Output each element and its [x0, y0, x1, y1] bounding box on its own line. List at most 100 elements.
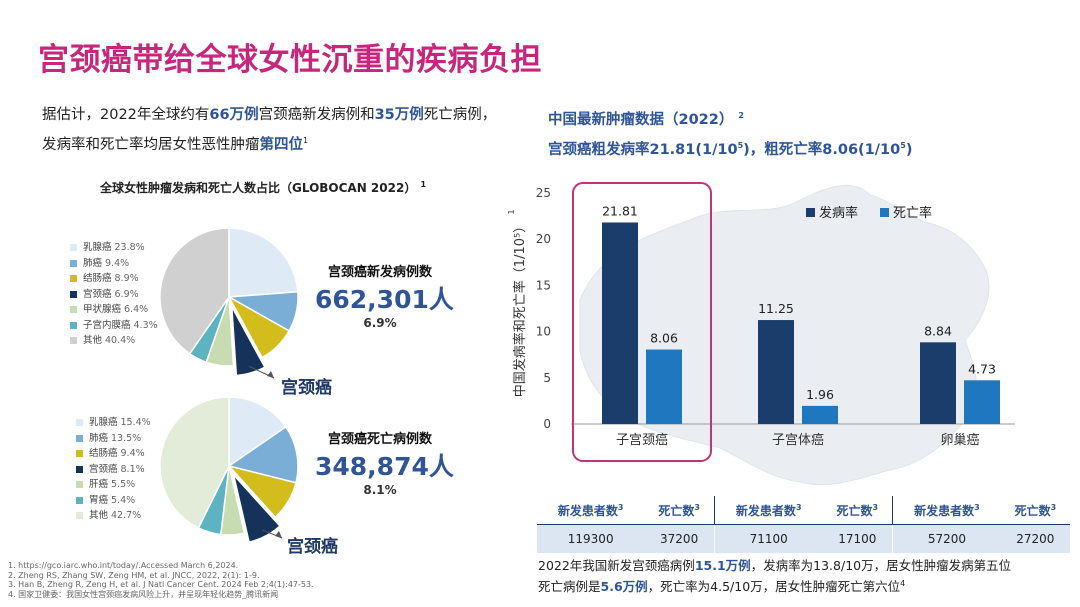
bar-value-label: 8.06	[650, 331, 678, 346]
legend-swatch	[70, 290, 77, 298]
legend-entry: 其他 40.4%	[70, 333, 158, 349]
mortality-callout: 宫颈癌死亡病例数 348,874人 8.1%	[315, 428, 454, 497]
legend-entry: 宫颈癌 6.9%	[70, 287, 158, 303]
y-axis-label: 中国发病率和死亡率（1/10⁵）	[512, 220, 528, 397]
legend-name: 肝癌	[89, 479, 109, 490]
bar	[920, 342, 956, 424]
reference-item: 4. 国家卫健委：我国女性宫颈癌发病风险上升，并呈现年轻化趋势_腾讯新闻	[8, 589, 279, 599]
pie-slice	[226, 464, 297, 519]
legend-swatch	[76, 465, 83, 473]
stats-header-cell: 死亡数3	[822, 496, 893, 525]
stats-table: 新发患者数3 死亡数3 新发患者数3 死亡数3 新发患者数3 死亡数3 1193…	[537, 496, 1070, 553]
legend-name: 胃癌	[89, 494, 109, 506]
incidence-callout-pct: 6.9%	[363, 316, 397, 330]
legend-percent: 9.4%	[105, 257, 130, 269]
legend-entry: 乳腺癌 23.8%	[70, 240, 158, 256]
legend-swatch	[70, 306, 77, 314]
legend-name: 甲状腺癌	[83, 304, 122, 315]
y-tick-label: 10	[536, 325, 551, 339]
mortality-callout-label: 宫颈癌死亡病例数	[327, 432, 432, 447]
legend-percent: 4.3%	[133, 319, 158, 331]
bar-value-label: 21.81	[602, 203, 638, 218]
mortality-callout-number: 348,874人	[315, 452, 454, 481]
stats-header-cell: 死亡数3	[1000, 496, 1070, 525]
bar-legend-swatch	[806, 208, 815, 217]
y-axis-label-sup: 1	[507, 209, 516, 214]
stats-value-cell: 37200	[644, 524, 715, 553]
legend-entry: 肝癌 5.5%	[76, 477, 151, 493]
stats-header-cell: 新发患者数3	[713, 496, 823, 525]
bar	[758, 320, 794, 424]
mortality-cervix-tag: 宫颈癌	[287, 537, 338, 557]
legend-percent: 5.5%	[111, 479, 136, 490]
bar-value-label: 8.84	[924, 323, 952, 338]
y-tick-label: 0	[543, 417, 551, 431]
pie-section-title: 全球女性肿瘤发病和死亡人数占比（GLOBOCAN 2022） 1	[100, 180, 427, 195]
bar-legend-label: 死亡率	[893, 205, 932, 221]
legend-name: 其他	[83, 335, 103, 346]
legend-percent: 6.4%	[124, 304, 149, 315]
bar-legend-label: 发病率	[819, 205, 858, 221]
legend-swatch	[76, 496, 83, 504]
y-tick-label: 25	[536, 186, 551, 200]
legend-entry: 肺癌 13.5%	[76, 431, 151, 447]
reference-item: 1. https://gco.iarc.who.int/today/.Acces…	[8, 561, 239, 570]
mortality-callout-pct: 8.1%	[363, 483, 397, 497]
legend-percent: 42.7%	[111, 510, 142, 521]
stats-value-cell: 119300	[537, 524, 645, 553]
bar-value-label: 11.25	[758, 301, 794, 316]
pie-slice	[228, 396, 287, 468]
legend-entry: 子宫内膜癌 4.3%	[70, 318, 158, 334]
pie-slice	[231, 306, 266, 377]
page-title: 宫颈癌带给全球女性沉重的疾病负担	[38, 42, 542, 78]
y-tick-label: 5	[543, 371, 551, 385]
stats-value-cell: 71100	[713, 524, 823, 553]
intro-text: 据估计，2022年全球约有66万例宫颈癌新发病例和35万例死亡病例， 发病率和死…	[42, 107, 497, 153]
legend-swatch	[70, 259, 77, 267]
legend-percent: 15.4%	[120, 417, 151, 428]
stats-table-value-row: 119300 37200 71100 17100 57200 27200	[537, 524, 1070, 553]
legend-name: 乳腺癌	[83, 242, 112, 253]
stats-value-cell: 17100	[822, 524, 893, 553]
legend-entry: 胃癌 5.4%	[76, 493, 151, 509]
stats-value-cell: 57200	[892, 524, 1001, 553]
legend-swatch	[76, 419, 83, 427]
pie-slice	[227, 295, 291, 359]
reference-item: 2. Zheng RS, Zhang SW, Zeng HM, et al. J…	[8, 570, 260, 580]
bar	[964, 380, 1000, 424]
legend-percent: 6.9%	[114, 288, 139, 300]
reference-item: 3. Han B, Zheng R, Zeng H, et al. J Natl…	[8, 580, 314, 590]
pie-slice	[232, 472, 281, 544]
bar	[602, 222, 638, 424]
highlight-box	[572, 182, 712, 462]
incidence-callout: 宫颈癌新发病例数 662,301人 6.9%	[315, 261, 454, 330]
legend-entry: 乳腺癌 15.4%	[76, 415, 151, 431]
legend-percent: 9.4%	[120, 448, 145, 459]
references-list: 1. https://gco.iarc.who.int/today/.Acces…	[8, 561, 314, 599]
legend-swatch	[76, 434, 83, 442]
legend-entry: 其他 42.7%	[76, 508, 151, 524]
mortality-pie-legend: 乳腺癌 15.4% 肺癌 13.5% 结肠癌 9.4% 宫颈癌 8.1% 肝癌 5.5% 胃癌 5.4…	[76, 415, 151, 524]
legend-swatch	[76, 481, 83, 489]
incidence-cervix-tag: 宫颈癌	[281, 378, 332, 398]
legend-name: 宫颈癌	[89, 463, 118, 475]
legend-percent: 5.4%	[111, 494, 136, 506]
legend-percent: 13.5%	[111, 432, 142, 444]
legend-name: 肺癌	[83, 257, 103, 269]
incidence-callout-number: 662,301人	[315, 285, 454, 314]
legend-name: 肺癌	[89, 432, 109, 444]
legend-entry: 宫颈癌 8.1%	[76, 462, 151, 478]
stats-value-cell: 27200	[1000, 524, 1070, 553]
stats-table-header-row: 新发患者数3 死亡数3 新发患者数3 死亡数3 新发患者数3 死亡数3	[537, 496, 1070, 525]
legend-percent: 23.8%	[114, 242, 145, 253]
legend-swatch	[70, 244, 77, 252]
stats-header-cell: 死亡数3	[644, 496, 715, 525]
legend-name: 结肠癌	[83, 273, 112, 284]
legend-swatch	[70, 275, 77, 283]
legend-swatch	[70, 337, 77, 345]
incidence-pie-legend: 乳腺癌 23.8% 肺癌 9.4% 结肠癌 8.9% 宫颈癌 6.9% 甲状腺癌 6.4% 子宫内膜…	[70, 240, 158, 349]
incidence-callout-label: 宫颈癌新发病例数	[327, 265, 432, 280]
x-category-label: 子宫颈癌	[616, 432, 668, 448]
bar	[646, 349, 682, 424]
